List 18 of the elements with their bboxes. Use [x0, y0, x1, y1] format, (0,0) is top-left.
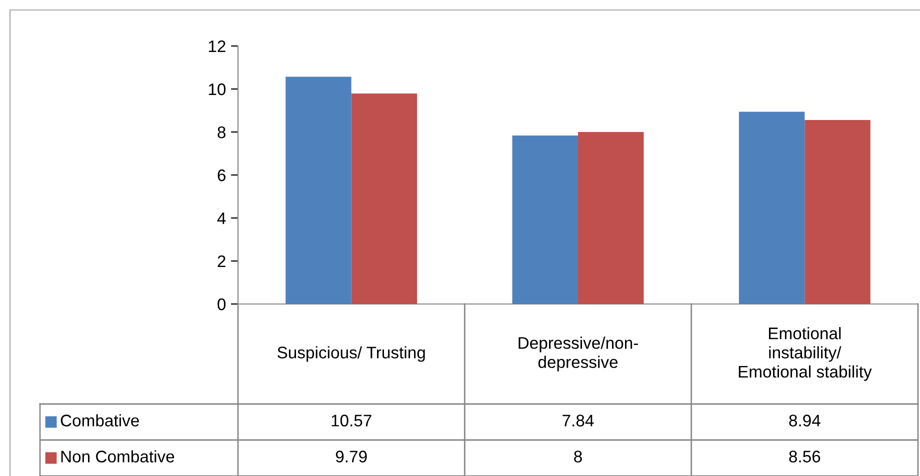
y-tick-label: 2 [218, 255, 226, 268]
data-label: 9.79 [336, 450, 367, 462]
data-label: 10.57 [332, 414, 372, 426]
y-tick-label: 4 [217, 212, 226, 224]
legend-label: Combative [60, 414, 139, 426]
y-tick-label: 12 [208, 40, 226, 52]
x-tick-label: Emotional instability/ Emotional stability [738, 327, 872, 381]
data-label: 8.94 [789, 414, 820, 426]
legend-label: Non Combative [61, 450, 174, 462]
y-tick-label: 0 [218, 298, 226, 310]
y-tick-label: 8 [218, 126, 226, 138]
x-tick-label: Depressive/non- depressive [518, 336, 638, 372]
data-label: 8 [574, 450, 582, 462]
data-label: 8.56 [789, 450, 820, 462]
y-tick-label: 6 [218, 169, 226, 182]
x-tick-label: Suspicious/ Trusting [278, 346, 425, 362]
y-tick-label: 10 [208, 83, 226, 96]
data-label: 7.84 [562, 414, 594, 426]
